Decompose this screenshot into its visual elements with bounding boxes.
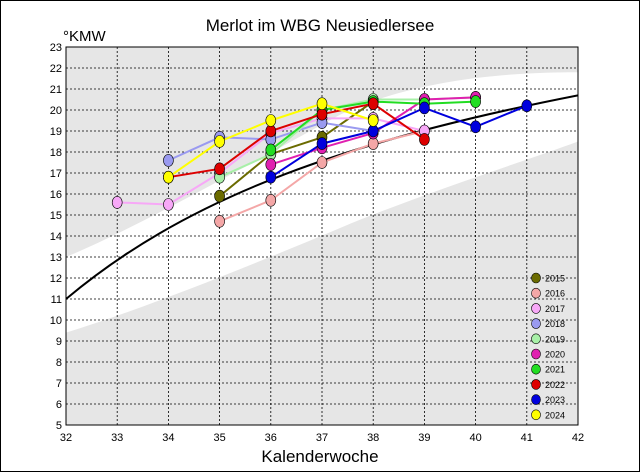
data-point-2021	[470, 95, 481, 108]
legend-label-2018: 2018	[545, 319, 565, 329]
data-point-2022	[367, 97, 379, 110]
legend-label-2015: 2015	[545, 274, 565, 284]
y-axis-label: °KMW	[63, 28, 106, 45]
legend-marker-2015	[531, 272, 541, 284]
legend-marker-2022	[531, 379, 541, 390]
data-point-2022	[316, 107, 328, 121]
y-tick-label: 22	[50, 63, 62, 75]
y-tick-label: 14	[50, 231, 62, 243]
y-tick-label: 9	[56, 336, 62, 348]
data-point-2016	[316, 156, 328, 169]
x-tick-label: 36	[265, 432, 277, 444]
series-line-2023	[270, 104, 528, 179]
upper-band	[66, 47, 578, 257]
data-point-2024	[367, 114, 379, 127]
legend-label-2016: 2016	[545, 289, 565, 299]
y-tick-label: 12	[50, 273, 62, 285]
x-tick-label: 34	[162, 432, 174, 444]
legend-marker-2018	[531, 318, 541, 329]
y-tick-label: 15	[50, 210, 62, 222]
legend-marker-2019	[531, 333, 541, 345]
legend-label-2017: 2017	[545, 304, 565, 314]
data-point-2023	[367, 124, 379, 138]
chart-title: Merlot im WBG Neusiedlersee	[206, 16, 435, 35]
data-point-2023	[470, 120, 481, 134]
data-point-2017	[163, 198, 174, 211]
data-point-2022	[214, 162, 225, 176]
data-point-2017	[111, 196, 123, 209]
x-tick-label: 37	[316, 432, 328, 444]
y-tick-label: 5	[56, 420, 62, 432]
data-point-2023	[316, 137, 328, 150]
y-tick-label: 6	[56, 399, 62, 411]
data-point-2023	[265, 170, 277, 184]
data-point-2022	[419, 133, 430, 146]
y-tick-label: 16	[50, 189, 62, 201]
data-point-2021	[265, 143, 277, 157]
data-point-2024	[316, 97, 328, 110]
data-point-2024	[163, 170, 174, 184]
data-point-2016	[214, 215, 225, 228]
data-point-2024	[265, 114, 277, 127]
series-line-2015	[218, 100, 374, 197]
y-tick-label: 23	[50, 42, 62, 54]
legend-marker-2024	[531, 409, 541, 421]
data-point-2015	[214, 189, 225, 203]
data-point-2016	[265, 194, 277, 207]
legend-label-2021: 2021	[545, 365, 565, 375]
data-point-2022	[265, 124, 277, 138]
plot-border	[65, 46, 579, 426]
legend-label-2019: 2019	[545, 334, 565, 344]
legend-label-2022: 2022	[545, 380, 565, 390]
legend-marker-2021	[531, 363, 541, 375]
legend-label-2023: 2023	[545, 395, 565, 405]
legend-marker-2023	[531, 394, 541, 405]
y-tick-label: 10	[50, 315, 62, 327]
data-point-2024	[214, 135, 225, 148]
data-point-2020	[265, 158, 277, 171]
series-line-2022	[168, 102, 425, 179]
legend-marker-2017	[531, 303, 541, 314]
legend-marker-2016	[531, 287, 541, 299]
legend-marker-2020	[531, 348, 541, 360]
y-tick-label: 8	[56, 357, 62, 369]
y-tick-label: 17	[50, 168, 62, 180]
x-tick-label: 40	[469, 432, 481, 444]
y-tick-label: 18	[50, 147, 62, 159]
y-tick-label: 11	[51, 294, 62, 306]
data-point-2018	[163, 154, 174, 167]
x-tick-label: 42	[572, 432, 584, 444]
x-tick-label: 33	[111, 432, 123, 444]
legend-label-2020: 2020	[545, 350, 565, 360]
y-tick-label: 7	[56, 378, 62, 390]
data-point-2023	[521, 99, 533, 113]
legend-label-2024: 2024	[545, 410, 565, 420]
y-tick-label: 20	[50, 105, 62, 117]
x-tick-label: 32	[60, 432, 72, 444]
y-tick-label: 13	[50, 252, 62, 264]
y-tick-label: 19	[50, 126, 62, 138]
x-tick-label: 35	[213, 432, 225, 444]
data-point-2023	[419, 101, 430, 115]
x-tick-label: 38	[367, 432, 379, 444]
x-tick-label: 41	[521, 432, 533, 444]
x-tick-label: 39	[418, 432, 430, 444]
y-tick-label: 21	[50, 84, 62, 96]
x-axis-label: Kalenderwoche	[261, 447, 378, 466]
